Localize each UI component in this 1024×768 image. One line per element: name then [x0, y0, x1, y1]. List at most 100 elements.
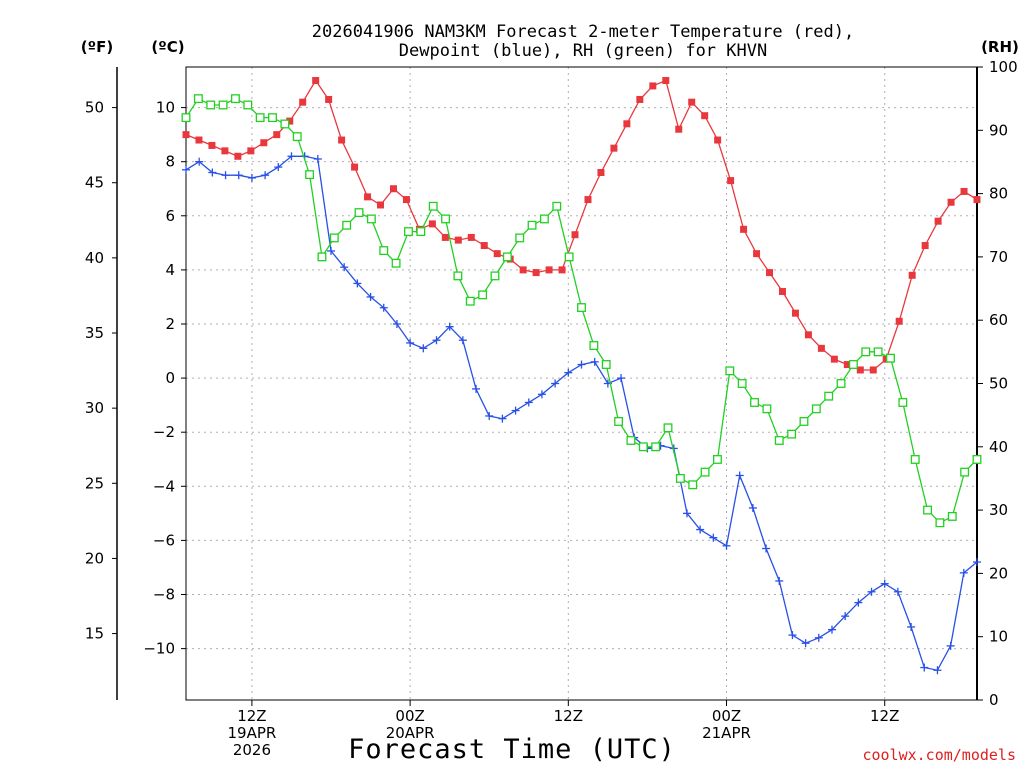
rh-point: [935, 518, 945, 528]
dewpoint-point: [274, 163, 283, 172]
dewpoint-point: [564, 368, 573, 377]
rh-point: [848, 360, 858, 369]
temperature-point: [701, 112, 709, 120]
rh-point: [972, 455, 982, 464]
dewpoint-point: [814, 633, 823, 642]
celsius-tick-label: 10: [156, 99, 175, 117]
dewpoint-point: [221, 171, 230, 180]
dewpoint-point: [419, 344, 428, 353]
dewpoint-point: [682, 509, 691, 518]
data-series: [181, 77, 982, 675]
dewpoint-point: [353, 279, 362, 288]
rh-point: [910, 455, 920, 464]
temperature-point: [454, 236, 462, 244]
rh-point: [626, 436, 636, 445]
rh-tick-label: 40: [989, 438, 1008, 456]
dewpoint-point: [617, 374, 626, 383]
rh-point: [354, 208, 364, 218]
temperature-point: [960, 187, 968, 195]
rh-point: [725, 366, 735, 376]
credit-label: coolwx.com/models: [862, 746, 1016, 764]
rh-unit-label: (RH): [981, 38, 1019, 56]
dewpoint-point: [445, 322, 454, 331]
fahrenheit-tick-label: 40: [85, 249, 104, 267]
rh-point: [268, 113, 277, 123]
temperature-point: [623, 120, 631, 128]
rh-point: [181, 113, 191, 123]
rh-point: [861, 347, 871, 357]
temperature-point: [312, 77, 320, 85]
temperature-point: [597, 169, 605, 176]
rh-point: [960, 467, 970, 477]
dewpoint-point: [366, 292, 375, 301]
temperature-point: [286, 117, 294, 125]
temperature-point: [869, 366, 877, 374]
dewpoint-point: [247, 173, 256, 182]
celsius-tick-label: −4: [153, 477, 175, 495]
rh-point: [243, 100, 253, 110]
dewpoint-point: [722, 541, 731, 550]
fahrenheit-tick-label: 20: [85, 549, 104, 567]
x-tick-label: 20APR: [386, 724, 435, 742]
rh-point: [651, 442, 661, 452]
dewpoint-point: [893, 587, 902, 596]
dewpoint-point: [287, 152, 296, 161]
rh-point: [478, 290, 488, 300]
rh-point: [255, 113, 265, 123]
dewpoint-point: [788, 631, 797, 640]
dewpoint-point: [511, 406, 520, 415]
fahrenheit-tick-label: 25: [85, 474, 104, 492]
dewpoint-point: [379, 303, 388, 312]
rh-point: [342, 220, 352, 230]
temperature-point: [234, 152, 242, 160]
rh-point: [428, 201, 438, 211]
rh-point: [663, 423, 673, 433]
dewpoint-point: [551, 379, 560, 388]
dewpoint-point: [485, 411, 494, 420]
dewpoint-point: [590, 357, 599, 366]
rh-point: [898, 398, 908, 407]
series-rh: [181, 94, 982, 528]
temperature-point: [973, 196, 981, 204]
dewpoint-point: [458, 336, 467, 345]
rh-point: [614, 417, 624, 426]
temperature-point: [351, 163, 359, 171]
rh-tick-label: 50: [989, 375, 1008, 393]
temperature-point: [299, 98, 307, 106]
x-tick-label: 00Z: [395, 707, 424, 725]
rh-point: [564, 252, 574, 262]
temperature-point: [856, 366, 864, 374]
celsius-tick-label: 2: [165, 315, 175, 333]
temperature-point: [558, 266, 566, 274]
rh-point: [836, 379, 846, 388]
temperature-point: [804, 331, 812, 339]
rh-point: [886, 353, 895, 363]
rh-point: [465, 296, 475, 306]
rh-point: [552, 201, 562, 211]
temperature-point: [934, 217, 942, 225]
celsius-tick-label: 4: [165, 261, 175, 279]
dewpoint-point: [854, 598, 863, 607]
temperature-point: [727, 177, 735, 185]
temperature-point: [830, 355, 838, 363]
series-dewpoint: [182, 152, 981, 675]
rh-point: [502, 252, 512, 262]
rh-tick-label: 90: [989, 121, 1008, 139]
temperature-point: [260, 139, 268, 147]
temperature-point: [817, 344, 825, 352]
rh-point: [441, 214, 450, 224]
temperature-point: [221, 147, 229, 155]
rh-point: [947, 511, 957, 521]
dewpoint-point: [577, 360, 586, 369]
dewpoint-point: [472, 384, 481, 393]
dewpoint-point: [920, 663, 929, 672]
dewpoint-point: [537, 390, 546, 399]
series-temperature: [182, 77, 981, 374]
temperature-point: [610, 144, 618, 152]
x-tick-label: 12Z: [870, 707, 899, 725]
rh-point: [453, 271, 463, 281]
temperature-point: [636, 95, 644, 103]
chart-title-line-2: Dewpoint (blue), RH (green) for KHVN: [399, 41, 767, 61]
celsius-tick-label: −8: [153, 586, 175, 604]
